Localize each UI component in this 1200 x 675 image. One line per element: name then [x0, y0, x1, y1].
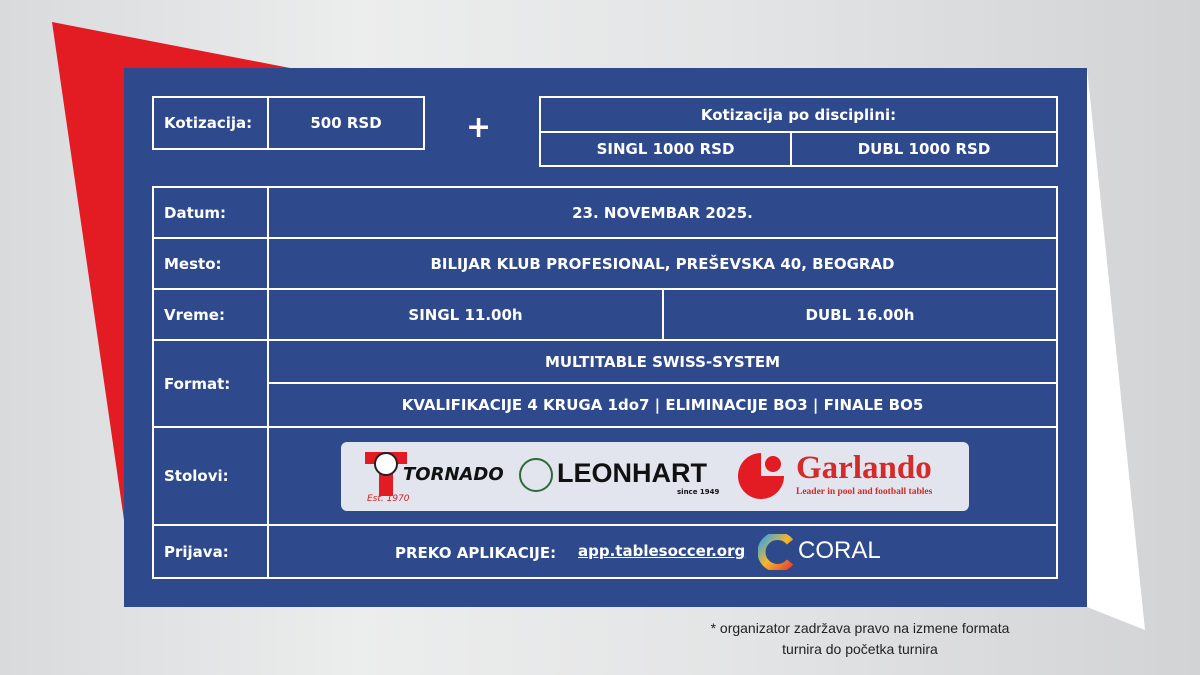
coral-logo-icon	[757, 532, 794, 572]
singl-fee: SINGL 1000 RSD	[539, 131, 792, 167]
tornado-logo-icon	[363, 448, 411, 498]
mesto-label: Mesto:	[152, 237, 269, 290]
sponsor-logos: TORNADO Est. 1970 LEONHART since 1949 Ga…	[341, 442, 969, 511]
mesto-value: BILIJAR KLUB PROFESIONAL, PREŠEVSKA 40, …	[267, 237, 1058, 290]
registration-link[interactable]: app.tablesoccer.org	[578, 542, 746, 560]
stolovi-label: Stolovi:	[152, 426, 269, 526]
datum-value: 23. NOVEMBAR 2025.	[267, 186, 1058, 239]
tornado-est: Est. 1970	[367, 494, 410, 504]
fee-value: 500 RSD	[267, 96, 425, 150]
garlando-tagline: Leader in pool and football tables	[796, 487, 933, 497]
tornado-text: TORNADO	[403, 464, 504, 485]
format-label: Format:	[152, 339, 269, 428]
info-panel	[124, 68, 1087, 607]
prijava-label: Prijava:	[152, 524, 269, 579]
plus-sign: +	[466, 110, 492, 145]
format-line1: MULTITABLE SWISS-SYSTEM	[267, 339, 1058, 384]
vreme-dubl: DUBL 16.00h	[662, 288, 1058, 341]
footnote: * organizator zadržava pravo na izmene f…	[660, 618, 1060, 660]
vreme-label: Vreme:	[152, 288, 269, 341]
leonhart-logo-icon	[519, 458, 553, 492]
vreme-singl: SINGL 11.00h	[267, 288, 664, 341]
garlando-text: Garlando	[796, 450, 932, 486]
datum-label: Datum:	[152, 186, 269, 239]
dubl-fee: DUBL 1000 RSD	[790, 131, 1058, 167]
leonhart-since: since 1949	[677, 488, 720, 496]
footnote-line1: * organizator zadržava pravo na izmene f…	[710, 620, 1010, 636]
discipline-fee-title: Kotizacija po disciplini:	[539, 96, 1058, 133]
fee-label: Kotizacija:	[152, 96, 269, 150]
leonhart-text: LEONHART	[557, 458, 707, 488]
prijava-text: PREKO APLIKACIJE:	[395, 544, 557, 562]
coral-text: CORAL	[798, 537, 881, 564]
format-line2: KVALIFIKACIJE 4 KRUGA 1do7 | ELIMINACIJE…	[267, 382, 1058, 428]
prijava-value	[267, 524, 1058, 579]
garlando-logo-icon	[737, 452, 785, 500]
footnote-line2: turnira do početka turnira	[782, 641, 938, 657]
